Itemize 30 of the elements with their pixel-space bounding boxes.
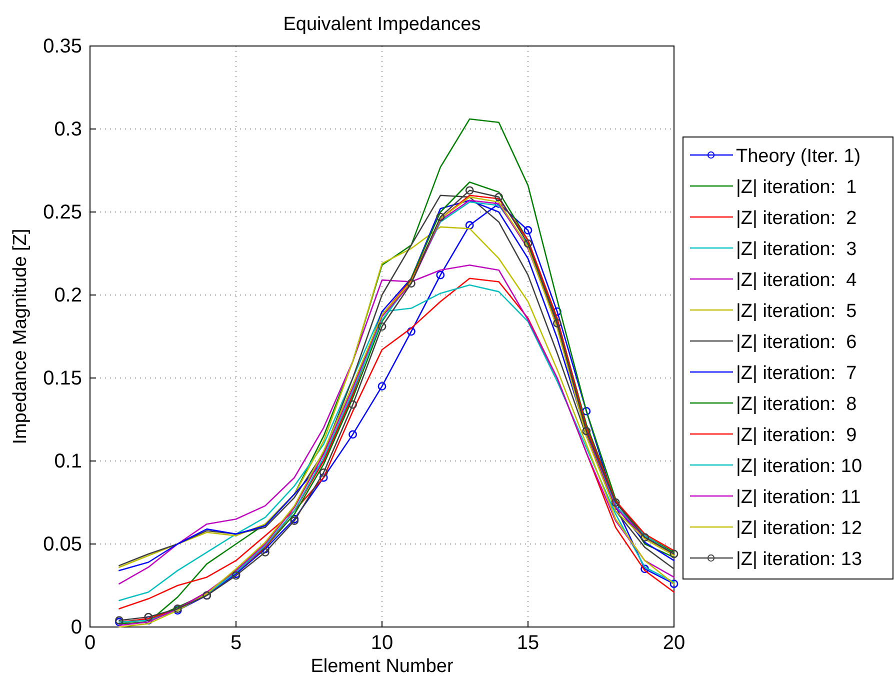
legend-label: |Z| iteration: 8 [736,394,857,415]
y-tick-label: 0.05 [43,533,82,556]
x-tick-label: 10 [370,632,394,654]
x-tick-label: 0 [84,632,96,654]
y-tick-label: 0.3 [54,118,82,140]
legend-label: |Z| iteration: 5 [736,301,857,322]
y-tick-label: 0 [70,616,82,638]
y-tick-label: 0.25 [43,201,82,224]
legend-label: |Z| iteration: 13 [736,549,862,570]
legend-label: |Z| iteration: 4 [736,270,858,291]
legend-label: |Z| iteration: 12 [736,518,862,539]
y-axis-title: Impedance Magnitude [Z] [10,228,31,444]
x-axis-title: Element Number [310,656,454,677]
x-tick-label: 20 [662,632,686,654]
legend-label: |Z| iteration: 1 [736,177,857,198]
legend-label: |Z| iteration: 2 [736,208,857,229]
legend-label: |Z| iteration: 7 [736,363,857,384]
legend-label: |Z| iteration: 10 [736,456,862,477]
y-tick-label: 0.1 [54,450,82,472]
y-tick-label: 0.15 [43,367,82,390]
y-tick-label: 0.35 [43,35,82,58]
x-tick-label: 5 [230,632,242,654]
x-tick-label: 15 [516,632,540,654]
legend-label: Theory (Iter. 1) [736,146,861,167]
legend-label: |Z| iteration: 3 [736,239,857,260]
chart-title: Equivalent Impedances [283,14,481,35]
legend-label: |Z| iteration: 6 [736,332,857,353]
legend-label: |Z| iteration: 9 [736,425,857,446]
legend-label: |Z| iteration: 11 [736,487,861,508]
y-tick-label: 0.2 [54,284,82,306]
